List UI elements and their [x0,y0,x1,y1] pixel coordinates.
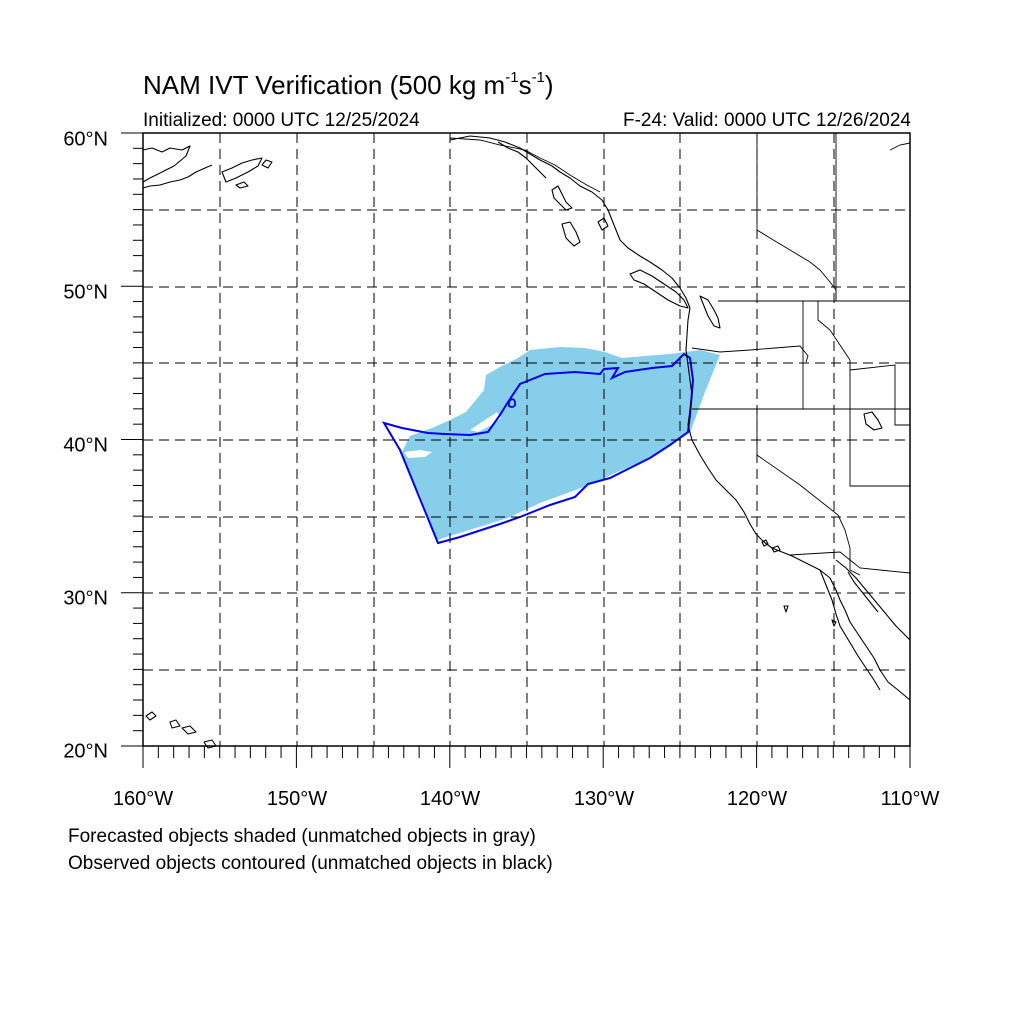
lon-label: 160°W [113,788,173,810]
forecast-gap-2 [404,450,432,458]
lat-label: 20°N [63,740,108,762]
lon-label: 140°W [420,788,480,810]
lon-label: 110°W [881,788,940,810]
axis-ticks [121,132,911,768]
lon-label: 130°W [574,788,634,810]
observed-ivt-contour [381,352,695,545]
valid-time-label: F-24: Valid: 0000 UTC 12/26/2024 [623,110,911,131]
forecast-gap-1 [470,412,501,432]
coastlines [142,135,911,749]
lat-label: 30°N [63,587,108,609]
legend-forecast-note: Forecasted objects shaded (unmatched obj… [68,826,536,847]
lat-label: 60°N [63,128,108,150]
legend-observed-note: Observed objects contoured (unmatched ob… [68,853,553,874]
init-time-label: Initialized: 0000 UTC 12/25/2024 [143,110,420,131]
lat-label: 50°N [63,281,108,303]
lon-label: 150°W [267,788,327,810]
lon-labels: 160°W 150°W 140°W 130°W 120°W 110°W [113,788,940,810]
lon-label: 120°W [727,788,787,810]
lat-label: 40°N [63,434,108,456]
map-title: NAM IVT Verification (500 kg m-1s-1) [143,69,554,100]
graticule [143,133,910,746]
observed-small-loop [508,398,517,408]
forecast-ivt-object [402,347,720,540]
lat-labels: 60°N 50°N 40°N 30°N 20°N [63,128,108,762]
